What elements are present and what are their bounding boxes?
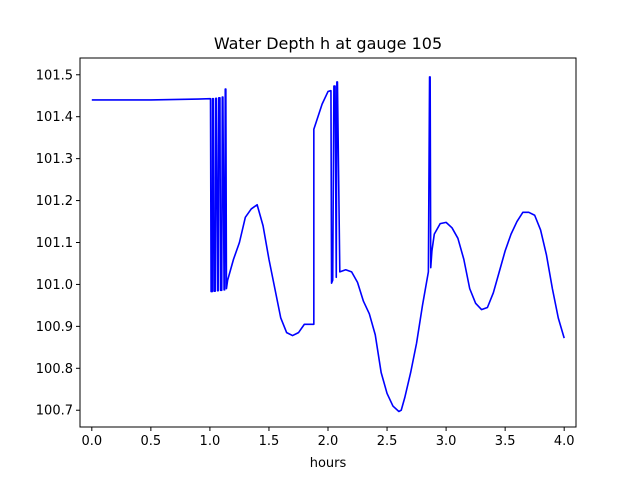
x-tick-label: 4.0 <box>554 434 575 449</box>
y-tick-label: 101.4 <box>36 110 73 125</box>
x-tick-label: 1.0 <box>200 434 221 449</box>
y-tick-label: 101.1 <box>36 236 73 251</box>
y-axis: 100.7 100.8 100.9 101.0 101.1 101.2 101.3 101.4… <box>36 68 80 419</box>
series-line-0 <box>91 76 565 413</box>
x-tick-label: 0.5 <box>141 434 162 449</box>
x-tick-label: 3.5 <box>495 434 516 449</box>
x-tick-label: 1.5 <box>259 434 280 449</box>
x-axis: 0.0 0.5 1.0 1.5 2.0 2.5 3.0 3.5 4.0 <box>81 427 575 449</box>
chart-title: Water Depth h at gauge 105 <box>214 34 442 53</box>
y-tick-label: 101.3 <box>36 152 73 167</box>
series-layer <box>91 76 565 413</box>
x-tick-label: 2.0 <box>318 434 339 449</box>
x-tick-label: 0.0 <box>81 434 102 449</box>
y-tick-label: 100.9 <box>36 320 73 335</box>
x-axis-label: hours <box>310 456 347 471</box>
y-tick-label: 100.7 <box>36 404 73 419</box>
y-tick-label: 101.5 <box>36 68 73 83</box>
y-tick-label: 100.8 <box>36 362 73 377</box>
y-tick-label: 101.2 <box>36 194 73 209</box>
x-tick-label: 2.5 <box>377 434 398 449</box>
x-tick-label: 3.0 <box>436 434 457 449</box>
y-tick-label: 101.0 <box>36 278 73 293</box>
